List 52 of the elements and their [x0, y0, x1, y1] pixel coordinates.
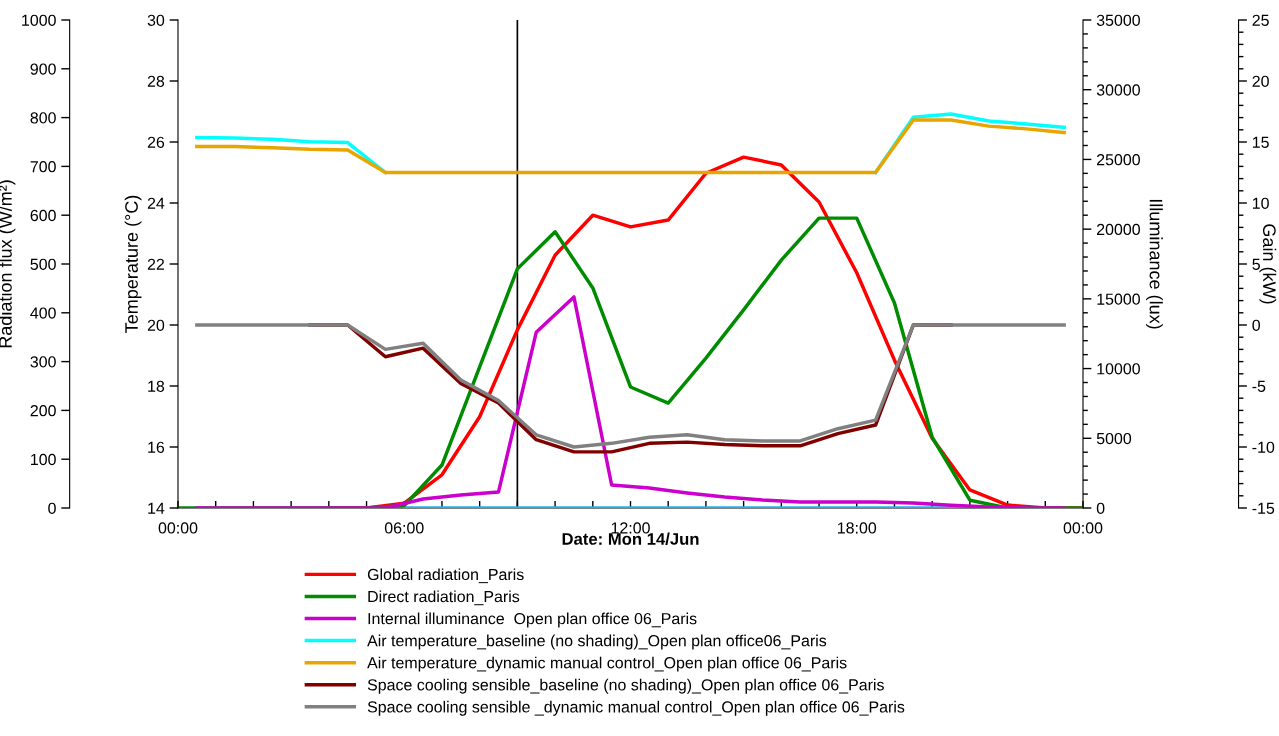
y-tick-label: 20	[147, 319, 165, 331]
y-axis-title: Temperature (°C)	[124, 195, 142, 333]
x-tick-label: 00:00	[1063, 522, 1103, 534]
y-tick-label: 900	[30, 63, 56, 75]
x-tick-label: 12:00	[611, 522, 650, 534]
x-tick-label: 18:00	[837, 522, 877, 534]
y2-tick-label: 35000	[1096, 14, 1140, 26]
y2-tick-label: 5	[1252, 258, 1260, 270]
y2-tick-label: -15	[1252, 502, 1275, 514]
legend-label: Space cooling sensible _dynamic manual control_Open plan office 06_Paris	[367, 700, 905, 716]
y-tick-label: 600	[30, 209, 56, 222]
y-tick-label: 14	[148, 502, 165, 514]
legend-label: Global radiation_Paris	[367, 568, 524, 584]
y-tick-label: 700	[30, 161, 56, 173]
y2-tick-label: 30000	[1096, 84, 1140, 96]
y-tick-label: 1000	[22, 14, 56, 26]
y-tick-label: 200	[30, 405, 56, 417]
legend-label: Direct radiation_Paris	[368, 590, 520, 606]
legend-label: Internal illuminance Open plan office 06_Paris	[368, 612, 697, 628]
y-tick-label: 0	[48, 502, 56, 514]
y-tick-label: 18	[148, 380, 165, 392]
y-tick-label: 100	[31, 453, 56, 466]
y2-tick-label: 10	[1252, 197, 1269, 209]
y-tick-label: 16	[148, 441, 165, 453]
y2-axis-title: Illuminance (lux)	[1146, 199, 1163, 329]
y2-tick-label: -10	[1252, 441, 1275, 453]
y2-tick-label: 10000	[1097, 363, 1140, 375]
y2-tick-label: 25000	[1097, 154, 1140, 166]
y2-tick-label: 20000	[1097, 223, 1140, 236]
y-tick-label: 400	[30, 307, 56, 319]
y-tick-label: 30	[147, 14, 165, 26]
y2-tick-label: 15000	[1097, 293, 1140, 305]
y-tick-label: 26	[147, 136, 165, 148]
y2-tick-label: 0	[1096, 502, 1105, 514]
y2-tick-label: 5000	[1096, 432, 1132, 445]
x-tick-label: 06:00	[384, 522, 424, 534]
y-tick-label: 22	[147, 258, 165, 270]
y-tick-label: 500	[30, 258, 56, 270]
y-tick-label: 300	[30, 356, 56, 368]
y2-tick-label: 0	[1252, 319, 1261, 331]
legend-label: Air temperature_dynamic manual control_Open plan office 06_Paris	[367, 656, 847, 672]
y-tick-label: 28	[147, 75, 165, 87]
y-tick-label: 24	[147, 197, 165, 209]
legend-label: Space cooling sensible_baseline (no shading)_Open plan office 06_Paris	[367, 678, 884, 694]
y2-tick-label: 15	[1252, 136, 1269, 148]
y2-tick-label: 20	[1252, 75, 1269, 87]
y2-tick-label: -5	[1252, 380, 1266, 392]
x-tick-label: 00:00	[158, 522, 198, 534]
y-tick-label: 800	[30, 112, 56, 124]
legend-label: Air temperature_baseline (no shading)_Open plan office06_Paris	[367, 634, 827, 650]
y2-tick-label: 25	[1252, 14, 1269, 26]
y2-axis-title: Gain (kW)	[1259, 224, 1277, 304]
